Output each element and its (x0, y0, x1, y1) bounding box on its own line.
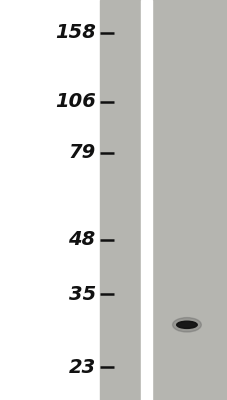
Text: 158: 158 (55, 23, 95, 42)
Ellipse shape (172, 318, 200, 332)
Ellipse shape (176, 321, 196, 328)
Text: 23: 23 (68, 358, 95, 377)
Text: 106: 106 (55, 92, 95, 111)
Text: 79: 79 (68, 144, 95, 162)
Bar (141, 0, 151, 400)
Bar (151, 0, 227, 400)
Text: 35: 35 (68, 285, 95, 304)
Text: 48: 48 (68, 230, 95, 249)
Bar (100, 0, 141, 400)
